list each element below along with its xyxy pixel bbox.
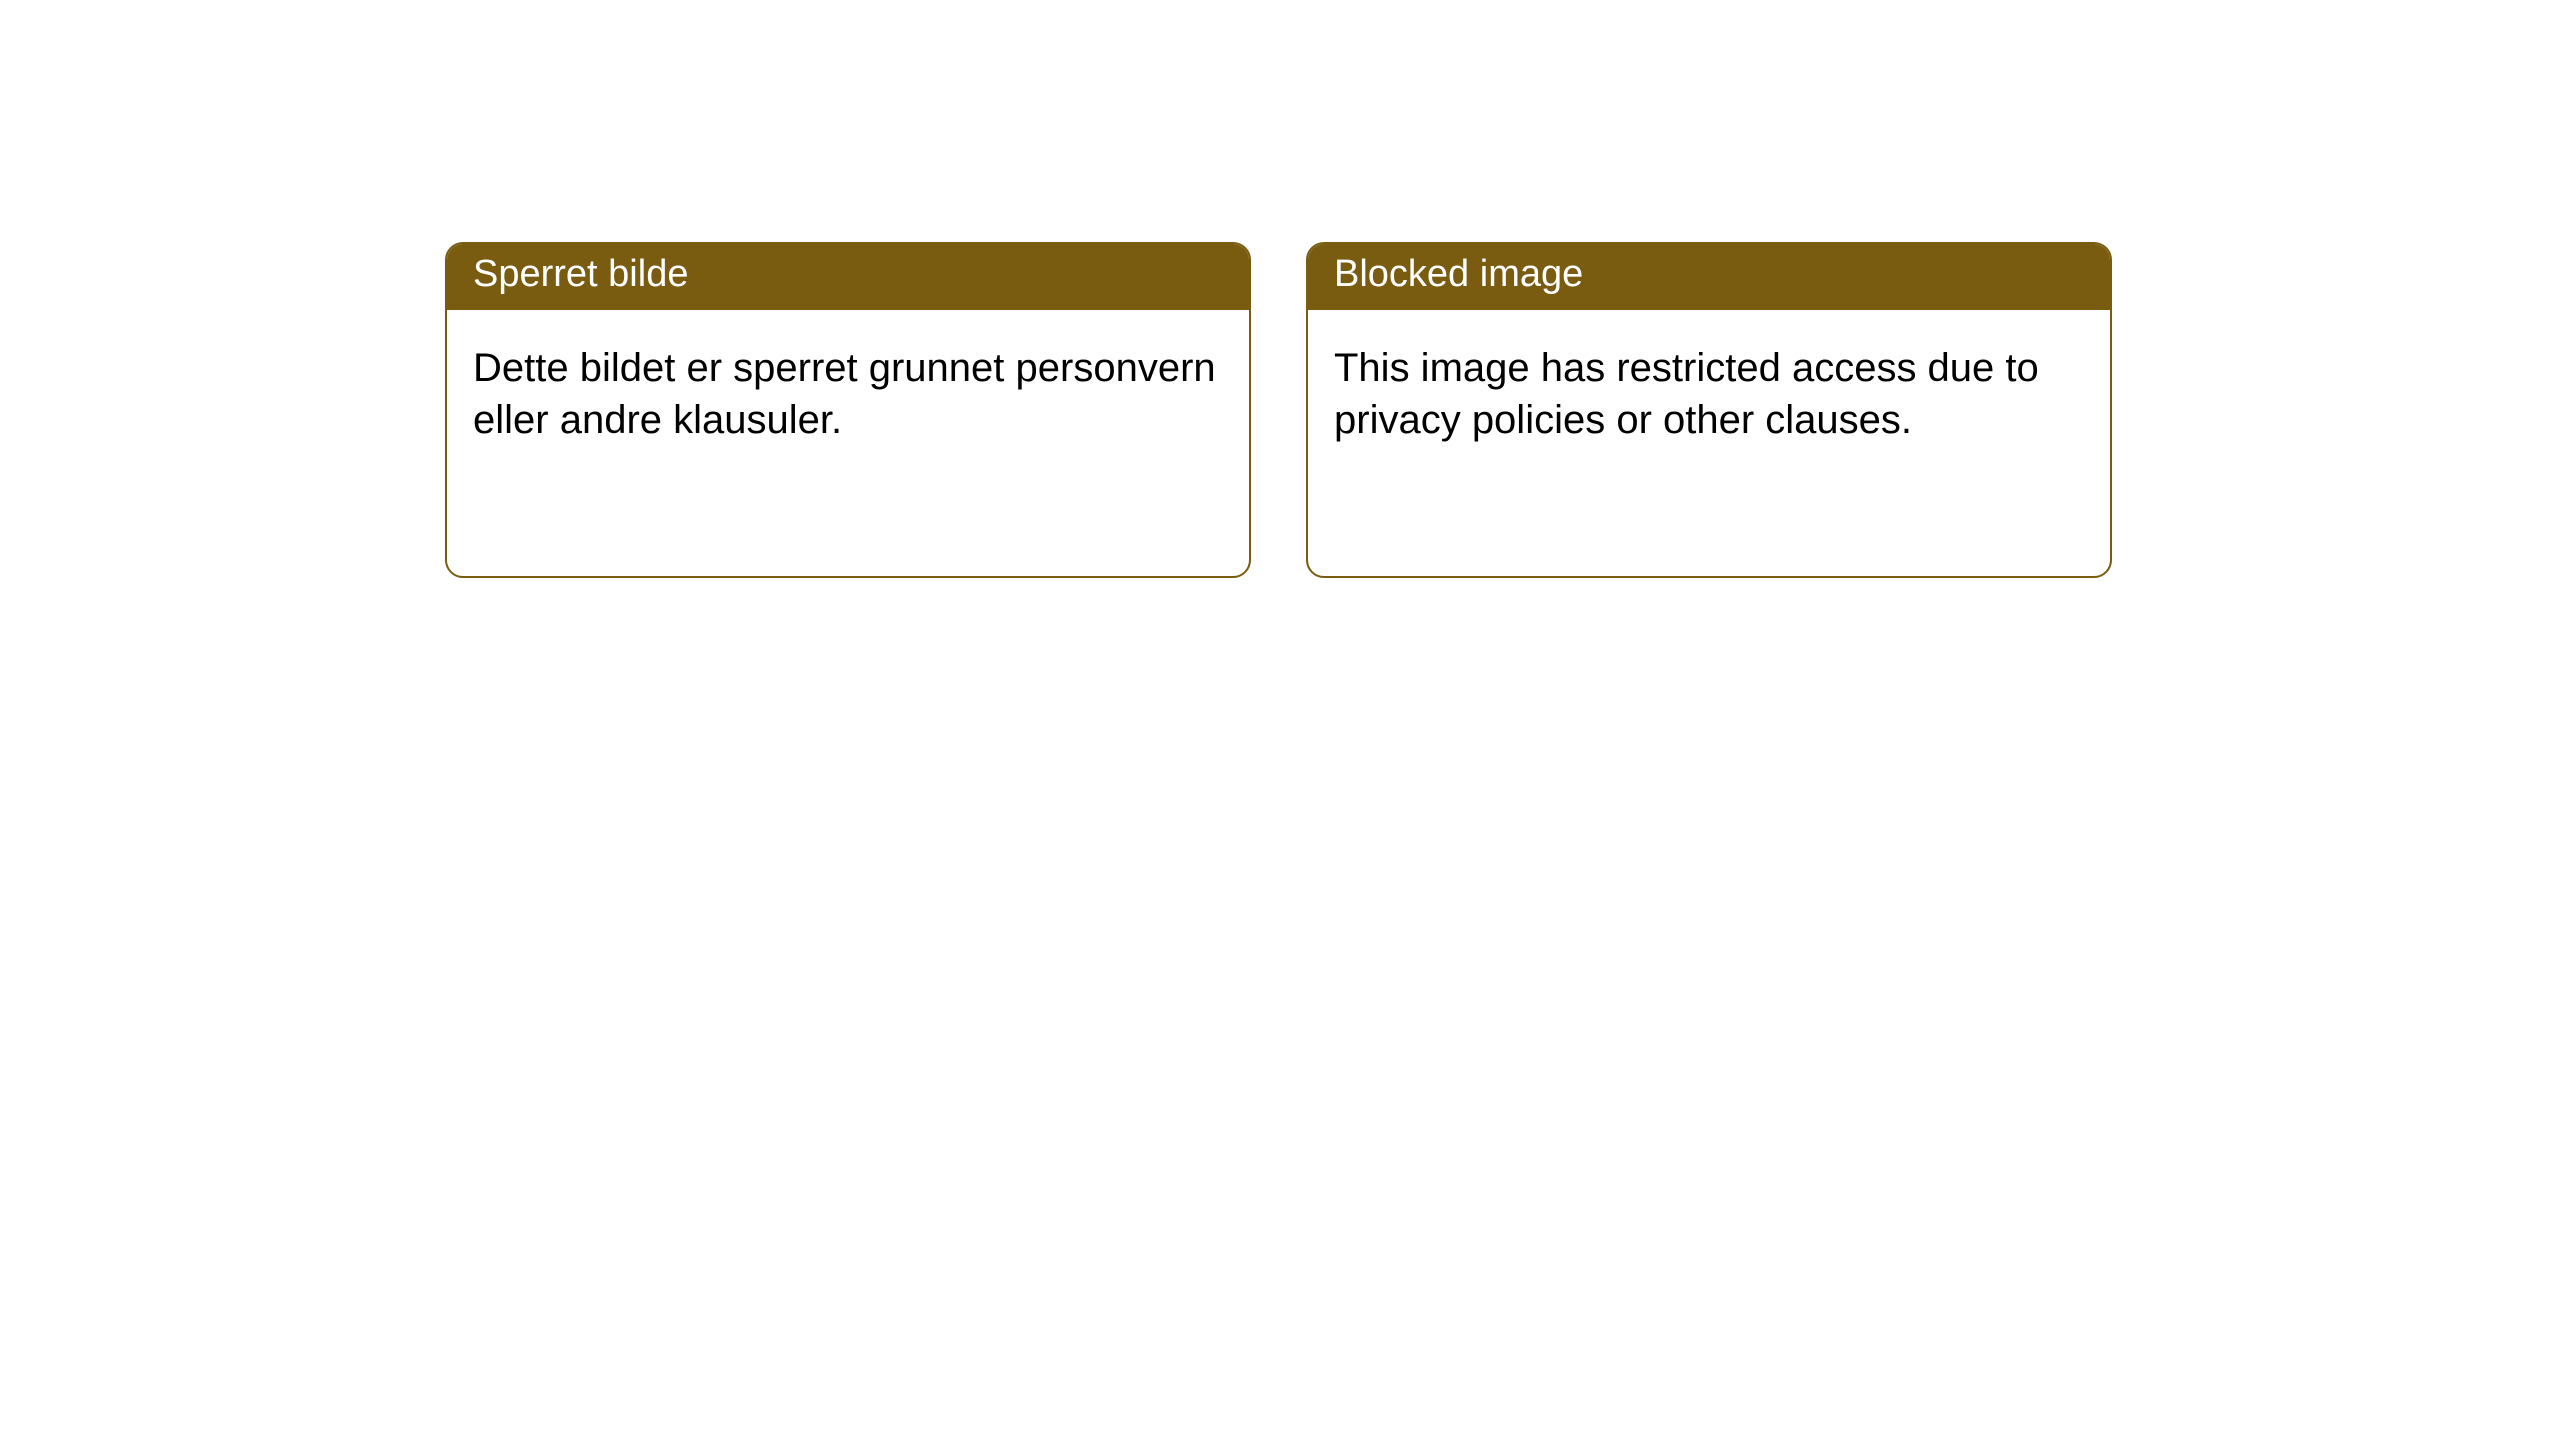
notice-container: Sperret bilde Dette bildet er sperret gr… (445, 242, 2112, 578)
notice-header: Blocked image (1308, 244, 2110, 310)
notice-header: Sperret bilde (447, 244, 1249, 310)
notice-card-english: Blocked image This image has restricted … (1306, 242, 2112, 578)
notice-card-norwegian: Sperret bilde Dette bildet er sperret gr… (445, 242, 1251, 578)
notice-body: This image has restricted access due to … (1308, 310, 2110, 478)
notice-body: Dette bildet er sperret grunnet personve… (447, 310, 1249, 478)
